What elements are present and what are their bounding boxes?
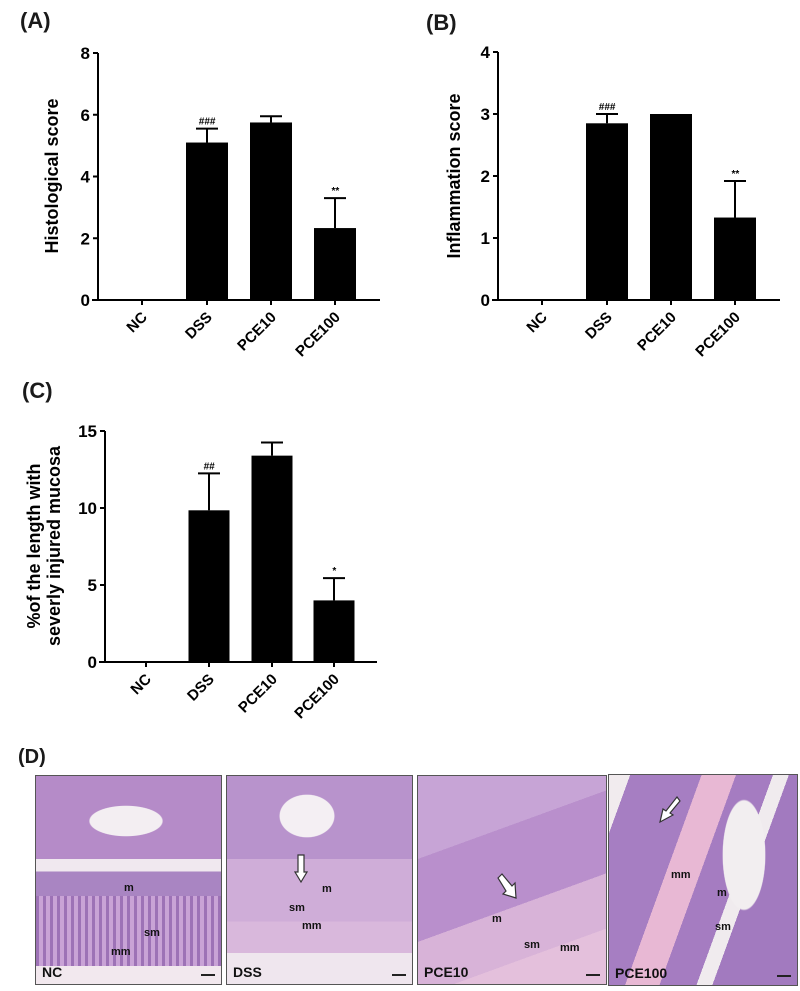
histology-image-row: m sm mm NC m sm mm DSS m sm mm PCE10 mm … bbox=[35, 774, 800, 990]
y-axis-title: severly injured mucosa bbox=[44, 445, 64, 646]
chart-a: 0 2 4 6 8 Histological score NC ### DSS PCE10 ** PC… bbox=[42, 44, 380, 360]
histology-image-pce10: m sm mm PCE10 bbox=[417, 775, 607, 985]
significance-marker: ** bbox=[331, 186, 340, 197]
histology-image-pce100: mm m sm PCE100 bbox=[608, 774, 798, 986]
y-axis-title: %of the length with bbox=[24, 464, 44, 629]
bar-pce10 bbox=[251, 455, 293, 662]
y-axis-title: Inflammation score bbox=[444, 93, 464, 258]
y-tick-label: 10 bbox=[78, 499, 97, 518]
histo-tag: PCE100 bbox=[615, 965, 668, 981]
histo-label-mm: mm bbox=[671, 869, 691, 881]
y-tick-label: 4 bbox=[481, 43, 491, 62]
x-tick-label: NC bbox=[127, 671, 154, 698]
histo-label-m: m bbox=[322, 883, 332, 895]
scale-bar bbox=[201, 974, 215, 976]
x-tick-label: PCE10 bbox=[634, 309, 680, 355]
significance-marker: ### bbox=[599, 102, 616, 113]
histo-label-sm: sm bbox=[715, 921, 731, 933]
y-tick-label: 3 bbox=[481, 105, 490, 124]
significance-marker: * bbox=[332, 566, 337, 577]
x-tick-label: NC bbox=[123, 309, 150, 336]
x-tick-label: DSS bbox=[582, 309, 616, 343]
histo-label-m: m bbox=[492, 913, 502, 925]
bar-dss bbox=[186, 142, 228, 300]
x-tick-label: PCE100 bbox=[292, 309, 344, 361]
scale-bar bbox=[392, 974, 406, 976]
bar-pce10 bbox=[250, 122, 292, 300]
significance-marker: ### bbox=[199, 117, 216, 128]
chart-b: 0 1 2 3 4 Inflammation score NC ### DSS PCE10 ** PC… bbox=[444, 43, 780, 360]
y-tick-label: 2 bbox=[481, 167, 490, 186]
bar-pce100 bbox=[313, 600, 355, 662]
histo-label-mm: mm bbox=[111, 946, 131, 958]
arrow-icon bbox=[659, 796, 681, 824]
histo-label-m: m bbox=[717, 887, 727, 899]
panel-label-a: (A) bbox=[20, 8, 51, 33]
y-tick-label: 5 bbox=[88, 576, 97, 595]
y-tick-label: 15 bbox=[78, 422, 97, 441]
y-tick-label: 2 bbox=[81, 229, 90, 248]
histo-tag: PCE10 bbox=[424, 964, 469, 980]
x-tick-label: DSS bbox=[182, 309, 216, 343]
histology-image-dss: m sm mm DSS bbox=[226, 775, 413, 985]
histo-tag: NC bbox=[42, 964, 63, 980]
histo-label-mm: mm bbox=[560, 942, 580, 954]
x-tick-label: NC bbox=[523, 309, 550, 336]
arrow-icon bbox=[497, 873, 517, 899]
histo-label-sm: sm bbox=[144, 927, 160, 939]
chart-c: 0 5 10 15 %of the length with severly injured… bbox=[24, 422, 377, 722]
histo-label-m: m bbox=[124, 882, 134, 894]
x-tick-label: PCE10 bbox=[235, 671, 281, 717]
bar-pce100 bbox=[314, 228, 356, 300]
histo-label-mm: mm bbox=[302, 920, 322, 932]
y-tick-label: 1 bbox=[481, 229, 490, 248]
bar-pce10 bbox=[650, 114, 692, 300]
x-tick-label: PCE10 bbox=[234, 309, 280, 355]
histo-tag: DSS bbox=[233, 964, 262, 980]
histo-label-sm: sm bbox=[289, 902, 305, 914]
y-tick-label: 8 bbox=[81, 44, 90, 63]
bar-dss bbox=[586, 123, 628, 300]
scale-bar bbox=[586, 974, 600, 976]
panel-label-d: (D) bbox=[18, 746, 46, 768]
y-tick-label: 0 bbox=[481, 291, 490, 310]
arrow-icon bbox=[294, 854, 308, 884]
histology-image-nc: m sm mm NC bbox=[35, 775, 222, 985]
x-tick-label: PCE100 bbox=[692, 309, 744, 361]
y-tick-label: 4 bbox=[81, 168, 91, 187]
panel-label-c: (C) bbox=[22, 378, 53, 403]
y-tick-label: 6 bbox=[81, 106, 90, 125]
scale-bar bbox=[777, 975, 791, 977]
y-tick-label: 0 bbox=[88, 653, 97, 672]
y-axis-title: Histological score bbox=[42, 98, 62, 253]
x-tick-label: PCE100 bbox=[291, 671, 343, 723]
y-tick-label: 0 bbox=[81, 291, 90, 310]
significance-marker: ** bbox=[731, 169, 740, 180]
bar-dss bbox=[188, 510, 230, 662]
histo-label-sm: sm bbox=[524, 939, 540, 951]
x-tick-label: DSS bbox=[184, 671, 218, 705]
bar-pce100 bbox=[714, 217, 756, 300]
significance-marker: ## bbox=[203, 461, 215, 472]
panel-label-b: (B) bbox=[426, 10, 457, 35]
